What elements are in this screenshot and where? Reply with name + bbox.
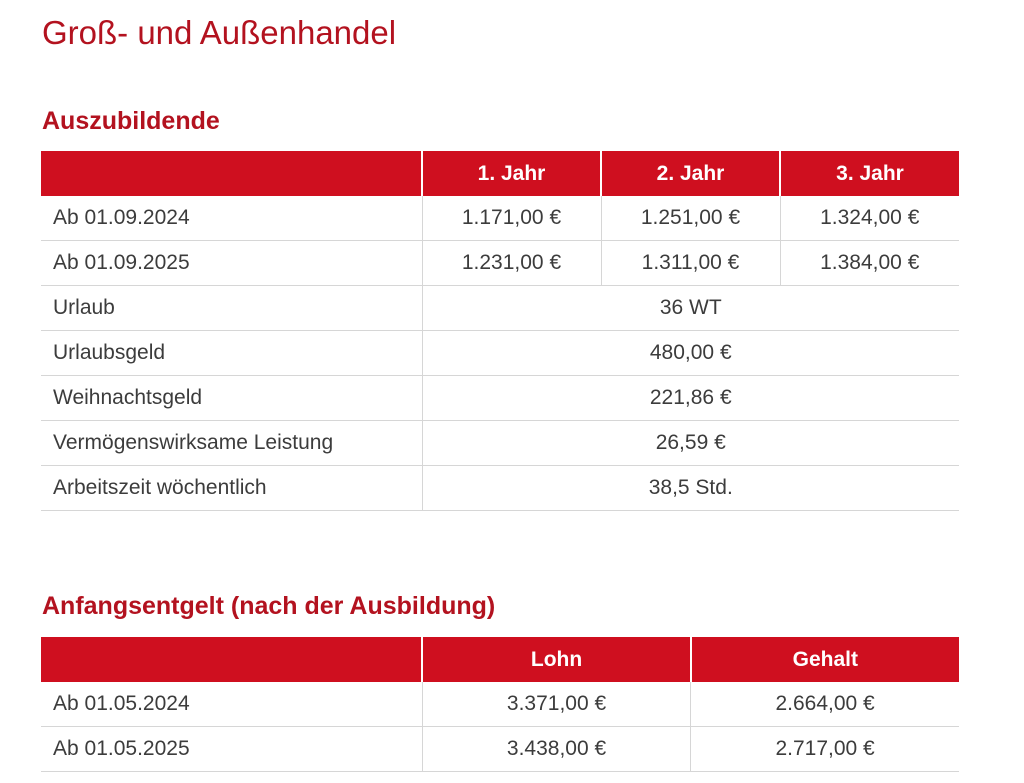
cell-value: 3.371,00 € (422, 682, 692, 727)
apprentice-pay-table: 1. Jahr 2. Jahr 3. Jahr Ab 01.09.2024 1.… (41, 151, 959, 511)
row-label: Ab 01.09.2024 (41, 196, 423, 241)
header-cell-year-2: 2. Jahr (601, 151, 781, 196)
page-title: Groß- und Außenhandel (42, 14, 397, 51)
table-row: Urlaub 36 WT (41, 285, 959, 331)
header-cell-gehalt: Gehalt (690, 637, 959, 682)
cell-value: 1.251,00 € (601, 196, 781, 241)
header-cell-year-3: 3. Jahr (780, 151, 959, 196)
table-header-row: 1. Jahr 2. Jahr 3. Jahr (41, 151, 959, 196)
cell-value: 1.311,00 € (601, 240, 781, 286)
cell-value: 3.438,00 € (422, 726, 692, 772)
cell-value: 2.717,00 € (690, 726, 959, 772)
table-header-row: Lohn Gehalt (41, 637, 959, 682)
cell-value: 36 WT (422, 285, 959, 331)
cell-value: 1.171,00 € (422, 196, 602, 241)
table-row: Ab 01.09.2024 1.171,00 € 1.251,00 € 1.32… (41, 196, 959, 241)
row-label: Vermögenswirksame Leistung (41, 420, 423, 466)
table-row: Arbeitszeit wöchentlich 38,5 Std. (41, 465, 959, 511)
row-label: Ab 01.09.2025 (41, 240, 423, 286)
table-row: Ab 01.05.2024 3.371,00 € 2.664,00 € (41, 682, 959, 727)
table-row: Vermögenswirksame Leistung 26,59 € (41, 420, 959, 466)
cell-value: 1.324,00 € (780, 196, 959, 241)
section-title-anfangsentgelt: Anfangsentgelt (nach der Ausbildung) (42, 592, 496, 620)
row-label: Urlaub (41, 285, 423, 331)
cell-value: 2.664,00 € (690, 682, 959, 727)
cell-value: 221,86 € (422, 375, 959, 421)
cell-value: 26,59 € (422, 420, 959, 466)
row-label: Ab 01.05.2025 (41, 726, 423, 772)
header-cell-label (41, 151, 423, 196)
starting-pay-table: Lohn Gehalt Ab 01.05.2024 3.371,00 € 2.6… (41, 637, 959, 772)
row-label: Weihnachtsgeld (41, 375, 423, 421)
header-cell-label (41, 637, 424, 682)
table-row: Urlaubsgeld 480,00 € (41, 330, 959, 376)
row-label: Urlaubsgeld (41, 330, 423, 376)
row-label: Ab 01.05.2024 (41, 682, 423, 727)
header-cell-year-1: 1. Jahr (422, 151, 602, 196)
header-cell-lohn: Lohn (422, 637, 692, 682)
cell-value: 1.384,00 € (780, 240, 959, 286)
cell-value: 1.231,00 € (422, 240, 602, 286)
section-title-auszubildende: Auszubildende (42, 107, 220, 135)
cell-value: 38,5 Std. (422, 465, 959, 511)
row-label: Arbeitszeit wöchentlich (41, 465, 423, 511)
table-row: Ab 01.09.2025 1.231,00 € 1.311,00 € 1.38… (41, 240, 959, 286)
table-row: Weihnachtsgeld 221,86 € (41, 375, 959, 421)
cell-value: 480,00 € (422, 330, 959, 376)
table-row: Ab 01.05.2025 3.438,00 € 2.717,00 € (41, 726, 959, 772)
